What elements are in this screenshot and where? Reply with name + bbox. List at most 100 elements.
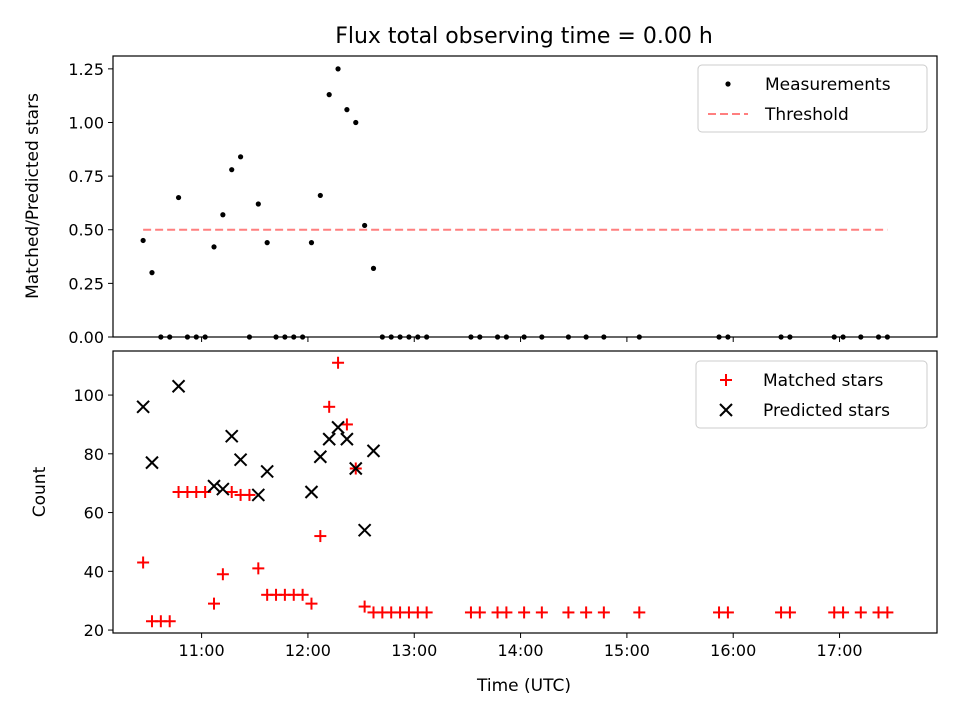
bottom-x-axis-label: Time (UTC) bbox=[476, 676, 571, 696]
predicted-stars-point bbox=[366, 444, 381, 458]
matched-stars-point bbox=[216, 568, 229, 581]
bottom-plot-area bbox=[136, 356, 894, 628]
top-y-tick-label: 1.00 bbox=[68, 113, 104, 132]
matched-stars-point bbox=[252, 562, 265, 575]
measurement-point bbox=[149, 270, 155, 276]
bottom-legend-box bbox=[695, 360, 928, 429]
matched-stars-point bbox=[597, 606, 610, 619]
bottom-axes-frame bbox=[112, 350, 938, 634]
top-y-tick-label: 0.25 bbox=[68, 274, 104, 293]
matched-stars-point bbox=[314, 530, 327, 543]
predicted-stars-point bbox=[357, 523, 372, 537]
matched-stars-point bbox=[420, 606, 433, 619]
matched-stars-point bbox=[854, 606, 867, 619]
predicted-stars-point bbox=[304, 485, 319, 499]
top-chart-title: Flux total observing time = 0.00 h bbox=[335, 24, 713, 49]
matched-stars-point bbox=[208, 597, 221, 610]
top-legend: Measurements Threshold bbox=[697, 64, 928, 133]
predicted-stars-point bbox=[260, 464, 274, 479]
matched-stars-point bbox=[243, 488, 256, 501]
matched-stars-point bbox=[633, 606, 646, 619]
bottom-legend: Matched stars Predicted stars bbox=[695, 360, 928, 429]
predicted-stars-point bbox=[216, 482, 230, 496]
top-plot-area bbox=[140, 66, 890, 340]
matched-stars-point bbox=[163, 615, 176, 628]
legend-marker-predicted-stars bbox=[719, 403, 733, 417]
predicted-stars-point bbox=[145, 455, 159, 470]
predicted-stars-point bbox=[349, 461, 363, 476]
legend-label-matched-stars: Matched stars bbox=[763, 371, 883, 391]
measurement-point bbox=[370, 265, 377, 271]
matched-stars-point bbox=[580, 606, 593, 619]
top-y-axis-label: Matched/Predicted stars bbox=[23, 93, 43, 299]
measurement-point bbox=[308, 240, 315, 246]
predicted-stars-point bbox=[207, 479, 221, 493]
matched-stars-point bbox=[225, 486, 238, 498]
legend-label-measurements: Measurements bbox=[765, 75, 891, 95]
matched-stars-point bbox=[137, 556, 150, 569]
matched-stars-point bbox=[500, 606, 513, 619]
matched-stars-point bbox=[305, 597, 318, 610]
bottom-x-tick-label: 15:00 bbox=[604, 641, 650, 660]
bottom-y-tick-label: 20 bbox=[84, 621, 104, 640]
matched-stars-point bbox=[518, 606, 531, 619]
predicted-stars-point bbox=[251, 488, 266, 502]
measurement-point bbox=[317, 192, 323, 199]
measurement-point bbox=[211, 244, 217, 250]
predicted-stars-point bbox=[340, 432, 354, 446]
bottom-x-tick-label: 16:00 bbox=[710, 641, 756, 660]
measurement-point bbox=[353, 119, 359, 126]
matched-stars-point bbox=[783, 606, 796, 619]
matched-stars-point bbox=[535, 606, 548, 619]
matched-stars-point bbox=[332, 356, 345, 369]
bottom-x-tick-label: 14:00 bbox=[498, 641, 544, 660]
top-y-tick-label: 1.25 bbox=[68, 60, 104, 79]
matched-stars-point bbox=[881, 606, 894, 619]
predicted-stars-point bbox=[331, 420, 345, 435]
measurement-point bbox=[335, 66, 341, 72]
legend-label-threshold: Threshold bbox=[764, 105, 849, 125]
bottom-y-tick-label: 80 bbox=[84, 445, 104, 464]
measurement-point bbox=[140, 237, 146, 244]
legend-label-predicted-stars: Predicted stars bbox=[763, 401, 890, 421]
top-axes: 0.00 0.25 0.50 0.75 1.00 1.25 bbox=[68, 60, 841, 347]
bottom-x-tick-label: 11:00 bbox=[179, 641, 225, 660]
bottom-x-tick-label: 13:00 bbox=[391, 641, 437, 660]
matched-stars-point bbox=[721, 606, 734, 619]
matched-stars-point bbox=[340, 418, 353, 431]
legend-marker-matched-stars bbox=[720, 374, 732, 386]
measurement-point bbox=[326, 92, 332, 98]
bottom-y-tick-label: 40 bbox=[84, 562, 104, 581]
measurement-point bbox=[344, 107, 350, 113]
bottom-y-tick-label: 100 bbox=[73, 386, 104, 405]
predicted-stars-point bbox=[171, 379, 186, 393]
top-y-tick-label: 0.75 bbox=[68, 167, 104, 186]
matched-stars-point bbox=[358, 600, 371, 613]
measurement-point bbox=[220, 212, 226, 218]
measurement-point bbox=[237, 154, 244, 160]
bottom-y-tick-label: 60 bbox=[84, 504, 104, 523]
matched-stars-point bbox=[837, 606, 850, 619]
matched-stars-point bbox=[323, 400, 336, 413]
predicted-stars-point bbox=[233, 452, 248, 467]
predicted-stars-point bbox=[136, 400, 150, 414]
measurement-point bbox=[175, 194, 182, 201]
top-y-tick-label: 0.50 bbox=[68, 221, 104, 240]
measurement-point bbox=[362, 222, 368, 229]
bottom-x-tick-label: 12:00 bbox=[285, 641, 331, 660]
bottom-y-axis-label: Count bbox=[30, 466, 50, 517]
measurement-point bbox=[229, 167, 235, 173]
matched-stars-point bbox=[296, 588, 309, 601]
predicted-stars-point bbox=[322, 432, 336, 446]
top-legend-box bbox=[697, 64, 928, 133]
legend-marker-measurements bbox=[725, 81, 731, 87]
bottom-x-tick-label: 17:00 bbox=[816, 641, 862, 660]
measurement-point bbox=[255, 201, 261, 207]
predicted-stars-point bbox=[313, 450, 328, 464]
predicted-stars-point bbox=[225, 429, 239, 443]
matched-stars-point bbox=[473, 606, 486, 619]
matched-stars-point bbox=[562, 606, 575, 619]
measurement-point bbox=[264, 240, 270, 246]
top-y-tick-label: 0.00 bbox=[68, 328, 104, 347]
